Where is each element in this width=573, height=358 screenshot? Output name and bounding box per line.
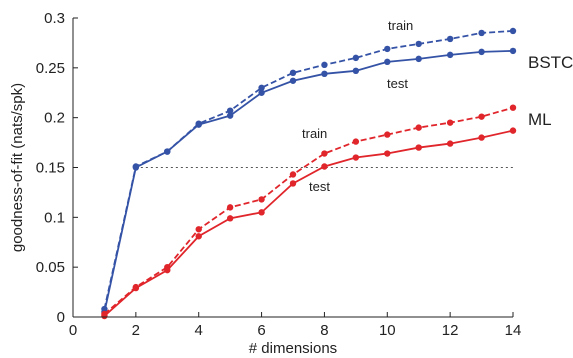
ml-train-label: train: [302, 126, 327, 141]
y-tick-label: 0: [57, 309, 65, 326]
bstc-train-point: [352, 54, 360, 62]
ml-train-point: [415, 124, 422, 131]
bstc-test-label: test: [387, 76, 408, 91]
x-axis-title: # dimensions: [249, 340, 337, 357]
ml-test-point: [509, 127, 517, 134]
bstc-train-point: [289, 69, 297, 77]
ml-test-point: [164, 266, 171, 274]
bstc-test-point: [478, 48, 485, 56]
bstc-test-line: [103, 49, 514, 313]
ml-test-line: [103, 129, 514, 317]
ml-train-point: [446, 119, 454, 126]
ml-test-point: [478, 134, 485, 141]
bstc-train-point: [415, 40, 422, 48]
bstc-test-point: [384, 58, 391, 66]
ml-test-label: test: [309, 179, 330, 194]
bstc-train-point: [509, 27, 517, 35]
bstc-train-label: train: [388, 18, 413, 33]
ml-test-point: [446, 140, 454, 147]
bstc-test-point: [289, 77, 297, 84]
ml-train-point: [478, 113, 485, 120]
series-layer: [101, 27, 517, 320]
bstc-train-point: [446, 35, 454, 43]
ml-test-point: [226, 215, 234, 222]
x-tick-label: 10: [379, 322, 396, 339]
x-tick-label: 0: [69, 322, 77, 339]
bstc-test-point: [258, 89, 265, 96]
y-axis-title: goodness-of-fit (nats/spk): [9, 83, 26, 252]
bstc-test-point: [321, 70, 328, 78]
bstc-series-label: BSTC: [528, 53, 573, 72]
ml-test-point: [352, 154, 360, 161]
ml-train-point: [226, 204, 234, 211]
ml-train-point: [384, 131, 391, 138]
bstc-train-point: [478, 29, 485, 37]
ml-test-point: [195, 233, 202, 240]
x-tick-label: 14: [505, 322, 522, 339]
ml-train-point: [195, 226, 202, 233]
y-tick-label: 0.05: [36, 259, 65, 276]
ml-train-point: [509, 104, 517, 111]
x-tick-label: 6: [257, 322, 265, 339]
ml-test-point: [321, 163, 328, 170]
bstc-test-point: [446, 51, 454, 59]
bstc-test-point: [164, 148, 171, 155]
bstc-test-point: [226, 112, 234, 119]
ml-test-point: [258, 209, 265, 216]
ml-series-label: ML: [528, 110, 552, 129]
bstc-test-point: [195, 121, 202, 128]
y-tick-label: 0.25: [36, 60, 65, 77]
y-tick-label: 0.3: [44, 10, 65, 27]
ml-train-line: [103, 106, 514, 315]
bstc-test-point: [415, 55, 422, 63]
x-tick-label: 12: [442, 322, 459, 339]
ml-test-point: [415, 144, 422, 151]
bstc-train-point: [321, 61, 328, 69]
bstc-test-point: [509, 47, 517, 55]
x-tick-label: 4: [195, 322, 203, 339]
ml-test-point: [384, 150, 391, 157]
ml-train-point: [289, 171, 297, 178]
bstc-train-point: [384, 45, 391, 53]
x-tick-label: 2: [132, 322, 140, 339]
ml-test-point: [101, 312, 108, 320]
ml-train-point: [321, 150, 328, 157]
bstc-test-point: [352, 67, 360, 75]
y-tick-label: 0.1: [44, 209, 65, 226]
bstc-test-point: [132, 164, 140, 171]
ticks-layer: 0 2 4 6 8 10 12 14 0 0.05 0.1 0.15 0.2 0.25 0.3: [36, 10, 522, 339]
bstc-train-point: [258, 84, 265, 91]
x-tick-label: 8: [320, 322, 328, 339]
bstc-train-line: [103, 30, 514, 310]
bstc-train-point: [226, 107, 234, 114]
ml-train-point: [352, 138, 360, 145]
ml-train-point: [258, 196, 265, 203]
ml-test-point: [289, 180, 297, 187]
y-tick-label: 0.15: [36, 160, 65, 177]
ml-test-point: [132, 284, 140, 292]
y-tick-label: 0.2: [44, 110, 65, 127]
